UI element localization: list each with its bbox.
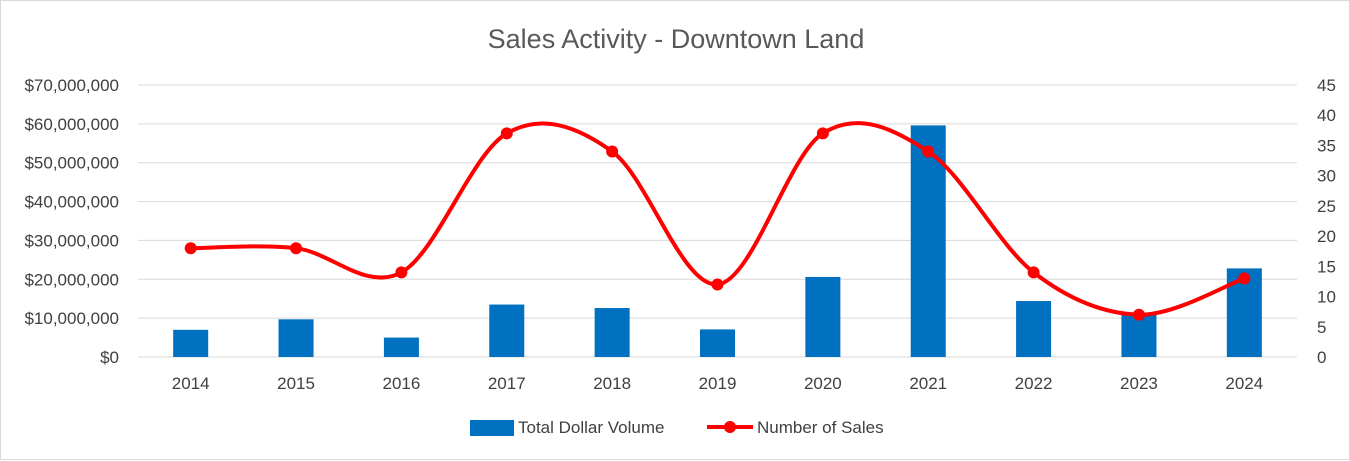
x-axis-ticks: 2014 2015 2016 2017 2018 2019 2020 2021 2022 2023… bbox=[172, 374, 1263, 393]
x-axis-tick-label: 2020 bbox=[804, 374, 842, 393]
bar-2020 bbox=[805, 276, 841, 357]
bar-2014 bbox=[173, 329, 209, 357]
x-axis-tick-label: 2014 bbox=[172, 374, 210, 393]
left-axis-tick-label: $50,000,000 bbox=[24, 154, 119, 173]
line-point-2018 bbox=[606, 145, 619, 158]
bar-2018 bbox=[594, 308, 630, 357]
left-axis-ticks: $0 $10,000,000 $20,000,000 $30,000,000 $40,0… bbox=[24, 76, 119, 367]
right-axis-tick-label: 25 bbox=[1317, 197, 1336, 216]
bar-2015 bbox=[278, 319, 314, 357]
x-axis-tick-label: 2018 bbox=[593, 374, 631, 393]
line-point-2017 bbox=[500, 127, 513, 140]
x-axis-tick-label: 2021 bbox=[909, 374, 947, 393]
right-axis-tick-label: 10 bbox=[1317, 288, 1336, 307]
right-axis-tick-label: 35 bbox=[1317, 136, 1336, 155]
legend-bar-label: Total Dollar Volume bbox=[518, 418, 664, 437]
bar-series bbox=[173, 125, 1262, 357]
right-axis-tick-label: 20 bbox=[1317, 227, 1336, 246]
x-axis-tick-label: 2022 bbox=[1015, 374, 1053, 393]
legend-line-label: Number of Sales bbox=[757, 418, 884, 437]
right-axis-tick-label: 45 bbox=[1317, 76, 1336, 95]
left-axis-tick-label: $60,000,000 bbox=[24, 115, 119, 134]
right-axis-tick-label: 30 bbox=[1317, 167, 1336, 186]
line-point-2022 bbox=[1027, 266, 1040, 279]
line-point-2021 bbox=[922, 145, 935, 158]
chart-title: Sales Activity - Downtown Land bbox=[488, 24, 865, 54]
bar-2022 bbox=[1016, 301, 1052, 357]
x-axis-tick-label: 2019 bbox=[699, 374, 737, 393]
line-point-2019 bbox=[711, 278, 724, 291]
left-axis-tick-label: $40,000,000 bbox=[24, 193, 119, 212]
bar-2023 bbox=[1121, 314, 1157, 357]
right-axis-tick-label: 15 bbox=[1317, 257, 1336, 276]
bar-2021 bbox=[910, 125, 946, 357]
legend: Total Dollar Volume Number of Sales bbox=[470, 418, 884, 437]
left-axis-tick-label: $70,000,000 bbox=[24, 76, 119, 95]
line-point-2024 bbox=[1238, 272, 1251, 285]
left-axis-tick-label: $10,000,000 bbox=[24, 309, 119, 328]
x-axis-tick-label: 2015 bbox=[277, 374, 315, 393]
legend-bar-swatch bbox=[470, 420, 514, 436]
line-point-2023 bbox=[1132, 308, 1145, 321]
left-axis-tick-label: $0 bbox=[100, 348, 119, 367]
right-axis-tick-label: 40 bbox=[1317, 106, 1336, 125]
bar-2016 bbox=[383, 337, 419, 357]
right-axis-tick-label: 0 bbox=[1317, 348, 1326, 367]
line-point-2020 bbox=[816, 127, 829, 140]
bar-2019 bbox=[700, 329, 735, 357]
x-axis-tick-label: 2017 bbox=[488, 374, 526, 393]
x-axis-tick-label: 2016 bbox=[382, 374, 420, 393]
x-axis-tick-label: 2023 bbox=[1120, 374, 1158, 393]
line-point-2016 bbox=[395, 266, 408, 279]
left-axis-tick-label: $30,000,000 bbox=[24, 231, 119, 250]
line-point-2014 bbox=[184, 242, 197, 255]
right-axis-ticks: 0 5 10 15 20 25 30 35 40 45 bbox=[1317, 76, 1336, 367]
left-axis-tick-label: $20,000,000 bbox=[24, 270, 119, 289]
right-axis-tick-label: 5 bbox=[1317, 318, 1326, 337]
bar-2017 bbox=[489, 304, 525, 357]
line-markers bbox=[184, 127, 1251, 321]
x-axis-tick-label: 2024 bbox=[1225, 374, 1263, 393]
line-point-2015 bbox=[290, 242, 303, 255]
legend-line-marker bbox=[724, 421, 736, 433]
